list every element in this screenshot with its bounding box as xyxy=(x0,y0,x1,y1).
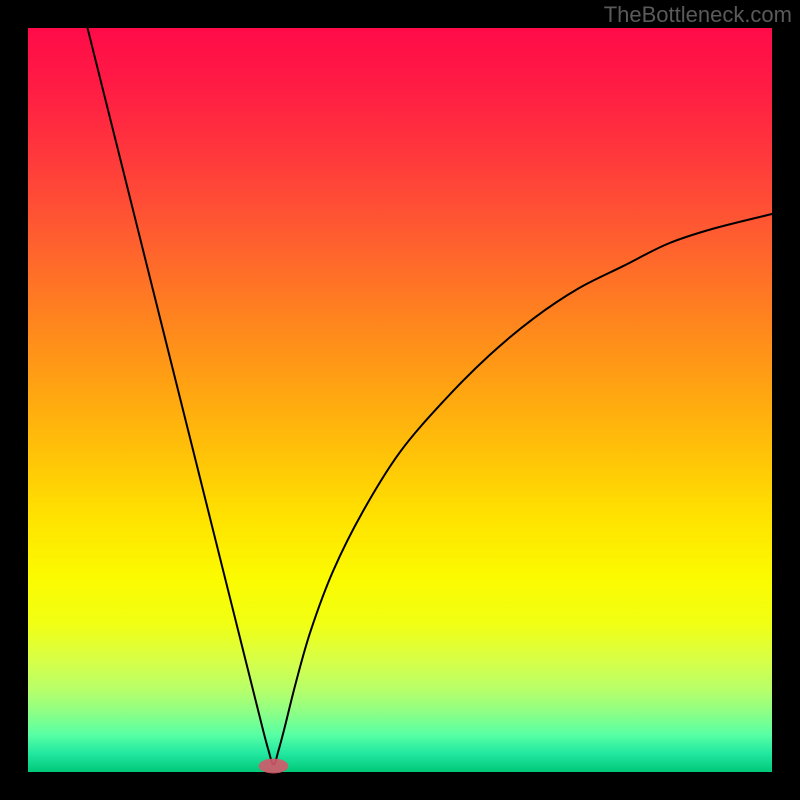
watermark-label: TheBottleneck.com xyxy=(604,2,792,28)
plot-area xyxy=(28,28,772,772)
bottleneck-chart: TheBottleneck.com xyxy=(0,0,800,800)
chart-svg xyxy=(0,0,800,800)
optimal-marker xyxy=(259,759,289,774)
